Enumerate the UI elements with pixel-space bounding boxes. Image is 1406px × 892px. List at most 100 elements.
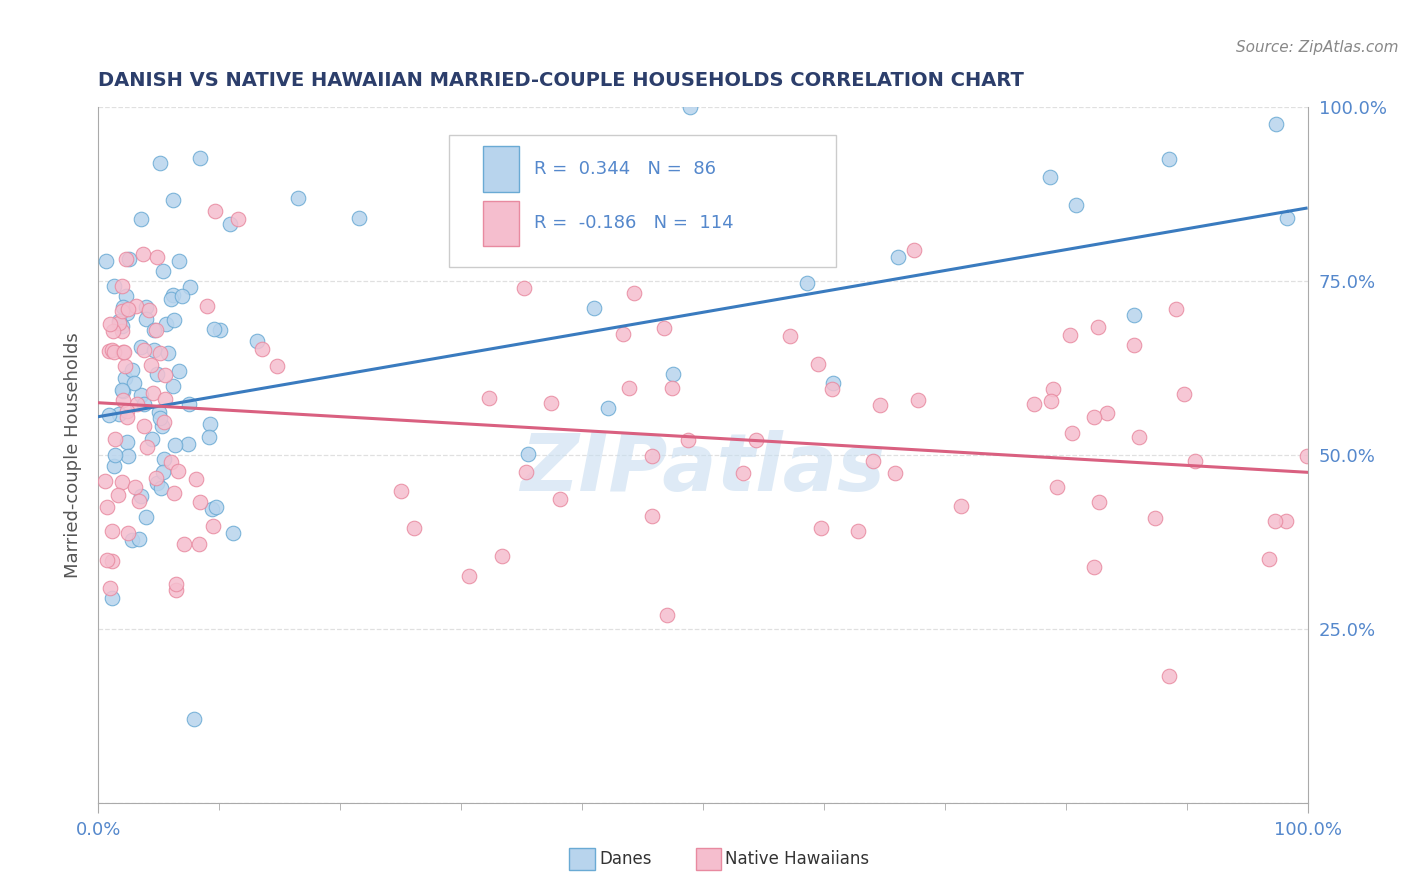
Point bbox=[100, 317, 122, 331]
Point bbox=[1039, 170, 1062, 185]
Point bbox=[162, 288, 184, 302]
Point bbox=[807, 357, 830, 371]
Point bbox=[128, 494, 150, 508]
Point bbox=[478, 391, 501, 405]
Point bbox=[132, 343, 155, 358]
Point bbox=[287, 191, 309, 205]
Point bbox=[1095, 405, 1118, 419]
Point bbox=[128, 533, 150, 547]
Point bbox=[117, 449, 139, 463]
Point bbox=[1122, 337, 1144, 351]
Point bbox=[107, 488, 129, 502]
Point bbox=[145, 323, 167, 337]
Point bbox=[135, 301, 157, 315]
Point bbox=[1039, 394, 1062, 409]
Point bbox=[170, 289, 193, 303]
Point bbox=[652, 321, 675, 335]
Point bbox=[197, 429, 219, 443]
Point bbox=[195, 299, 218, 313]
Point bbox=[471, 206, 494, 220]
Point bbox=[129, 489, 152, 503]
Point bbox=[100, 591, 122, 605]
Point bbox=[167, 465, 190, 479]
Point bbox=[907, 393, 929, 408]
Point bbox=[179, 280, 201, 294]
Point bbox=[122, 376, 145, 390]
Point bbox=[114, 371, 136, 385]
Point bbox=[226, 211, 249, 226]
Point bbox=[115, 403, 138, 417]
Point bbox=[98, 343, 121, 358]
Point bbox=[121, 362, 143, 376]
Point bbox=[723, 225, 745, 239]
Point bbox=[141, 432, 163, 446]
Point bbox=[132, 247, 155, 261]
Point bbox=[887, 250, 910, 264]
Point bbox=[1258, 551, 1281, 566]
Point bbox=[114, 359, 136, 373]
Point bbox=[548, 491, 571, 506]
Point bbox=[165, 577, 187, 591]
Point bbox=[103, 448, 125, 462]
Point bbox=[111, 279, 134, 293]
Point bbox=[111, 384, 134, 398]
Point bbox=[101, 524, 124, 539]
Point bbox=[124, 299, 146, 313]
Point bbox=[1062, 425, 1084, 440]
Point bbox=[641, 508, 664, 523]
Point bbox=[142, 323, 165, 337]
Point bbox=[96, 553, 118, 567]
Point bbox=[617, 381, 640, 395]
Point bbox=[165, 583, 187, 598]
Point bbox=[513, 280, 536, 294]
Point bbox=[187, 537, 209, 551]
Point bbox=[129, 211, 152, 226]
Point bbox=[117, 525, 139, 540]
Point bbox=[115, 434, 138, 449]
Point bbox=[149, 411, 172, 425]
Point bbox=[796, 277, 818, 291]
Point bbox=[884, 466, 907, 480]
Point bbox=[149, 156, 172, 170]
Point bbox=[1022, 396, 1045, 410]
Point bbox=[1265, 117, 1288, 131]
Point bbox=[136, 440, 159, 454]
FancyBboxPatch shape bbox=[449, 135, 837, 267]
Point bbox=[641, 449, 664, 463]
Point bbox=[205, 500, 228, 515]
Point bbox=[111, 344, 134, 359]
Point bbox=[612, 326, 634, 341]
Point bbox=[96, 500, 118, 514]
Point bbox=[540, 396, 562, 410]
Point bbox=[111, 383, 134, 397]
Point bbox=[582, 301, 605, 316]
Point bbox=[169, 254, 191, 268]
Point bbox=[862, 454, 884, 468]
Point bbox=[142, 386, 165, 401]
Point bbox=[156, 345, 179, 359]
Point bbox=[173, 537, 195, 551]
Point bbox=[152, 465, 174, 479]
Point bbox=[183, 712, 205, 726]
Point bbox=[115, 410, 138, 425]
Point bbox=[1157, 152, 1180, 166]
Point bbox=[145, 471, 167, 485]
Point bbox=[146, 368, 169, 382]
Point bbox=[676, 433, 699, 447]
Point bbox=[190, 151, 212, 165]
Point bbox=[159, 454, 181, 468]
Point bbox=[177, 437, 200, 451]
Point bbox=[1083, 410, 1105, 425]
Text: Danes: Danes bbox=[599, 850, 651, 868]
Point bbox=[1123, 308, 1146, 322]
Point bbox=[101, 324, 124, 338]
Bar bbox=[482, 201, 519, 246]
Point bbox=[1264, 514, 1286, 528]
Point bbox=[153, 452, 176, 467]
Point bbox=[165, 438, 187, 452]
Point bbox=[457, 569, 479, 583]
Y-axis label: Married-couple Households: Married-couple Households bbox=[65, 332, 83, 578]
Point bbox=[94, 474, 117, 488]
Point bbox=[491, 549, 513, 564]
Point bbox=[1088, 495, 1111, 509]
